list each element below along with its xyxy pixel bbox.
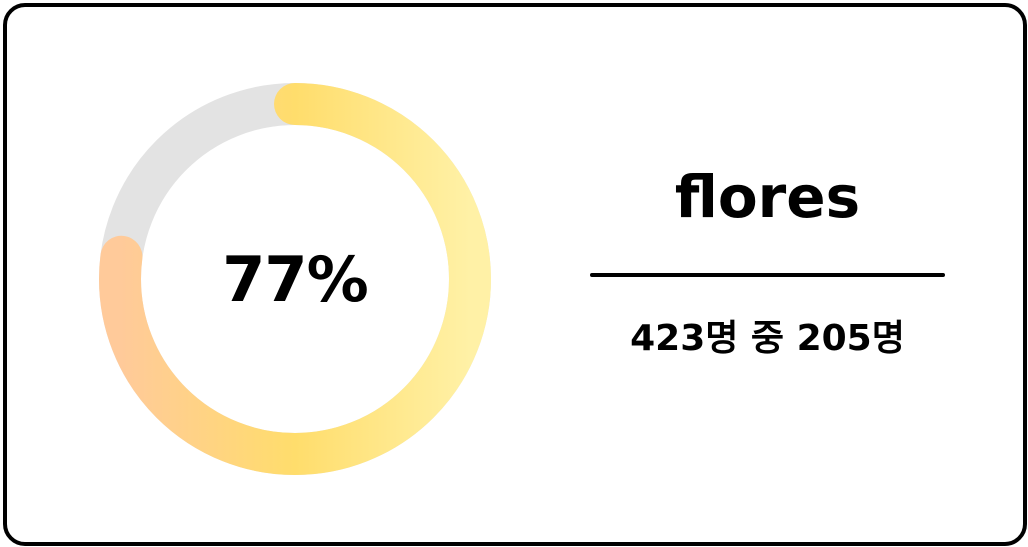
progress-percentage: 77% bbox=[222, 242, 368, 316]
progress-ring: 77% bbox=[93, 77, 497, 481]
count-text: 423명 중 205명 bbox=[630, 318, 905, 359]
group-title: flores bbox=[674, 163, 861, 231]
progress-ring-graphic bbox=[99, 83, 491, 475]
divider bbox=[590, 273, 945, 277]
info-panel: flores 423명 중 205명 bbox=[590, 157, 945, 363]
progress-card: 77% flores 423명 중 205명 bbox=[3, 3, 1027, 546]
progress-ring-fill bbox=[99, 83, 491, 475]
